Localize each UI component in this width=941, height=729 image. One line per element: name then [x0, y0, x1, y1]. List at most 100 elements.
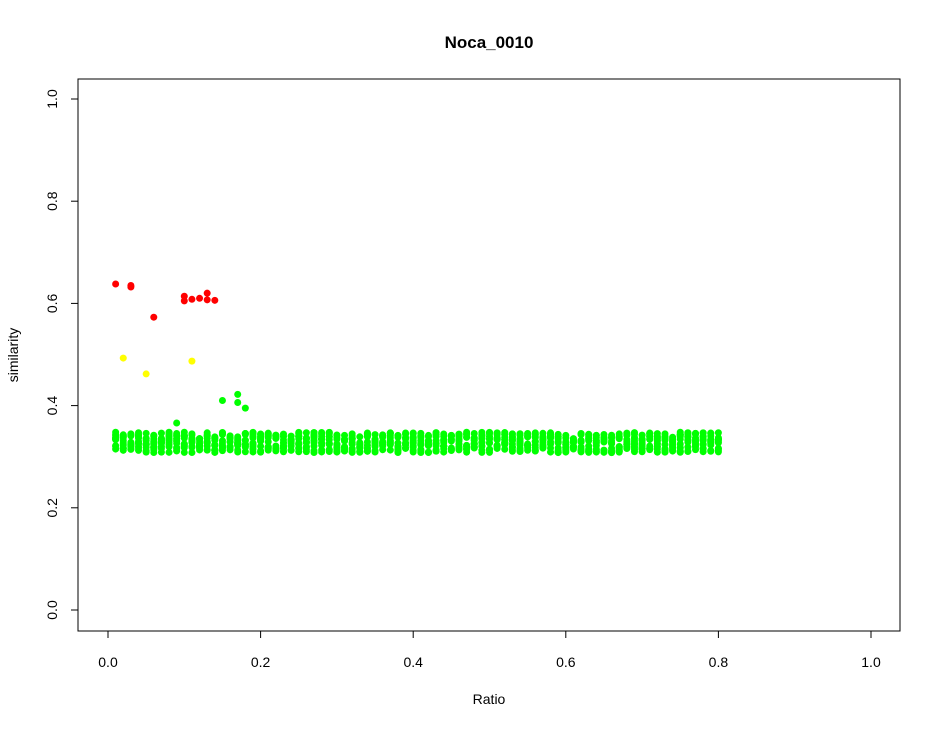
- data-point: [569, 443, 577, 451]
- data-point: [249, 433, 257, 441]
- data-point: [180, 442, 188, 450]
- data-point: [409, 448, 417, 456]
- data-point: [371, 437, 379, 445]
- data-point: [142, 440, 150, 448]
- data-point: [218, 437, 226, 445]
- data-point: [157, 429, 165, 437]
- data-point: [478, 432, 486, 440]
- data-point: [157, 438, 165, 446]
- data-point: [493, 434, 501, 442]
- data-point: [188, 295, 196, 303]
- data-point: [699, 444, 707, 452]
- data-point: [638, 442, 646, 450]
- data-point: [356, 448, 364, 456]
- data-point: [661, 430, 669, 438]
- data-point: [295, 439, 303, 447]
- data-point: [463, 441, 471, 449]
- data-point: [463, 430, 471, 438]
- x-tick-label: 0.8: [709, 654, 729, 670]
- data-point: [112, 433, 120, 441]
- data-point: [112, 442, 120, 450]
- data-point: [394, 433, 402, 441]
- data-point: [241, 440, 249, 448]
- data-point: [516, 446, 524, 454]
- data-point: [180, 428, 188, 436]
- data-point: [257, 448, 265, 456]
- data-point: [676, 443, 684, 451]
- data-point: [203, 430, 211, 438]
- data-point: [188, 448, 196, 456]
- data-point: [394, 448, 402, 456]
- data-point: [600, 431, 608, 439]
- data-point: [623, 429, 631, 437]
- data-point: [440, 448, 448, 456]
- data-point: [386, 434, 394, 442]
- data-point: [287, 437, 295, 445]
- data-point: [196, 435, 204, 443]
- data-point: [241, 429, 249, 437]
- data-point: [470, 443, 478, 451]
- data-point: [417, 429, 425, 437]
- data-point: [333, 435, 341, 443]
- data-point: [692, 441, 700, 449]
- data-point: [592, 445, 600, 453]
- data-point: [302, 445, 310, 453]
- y-tick-label: 0.4: [44, 396, 60, 416]
- data-point: [379, 432, 387, 440]
- data-point: [341, 431, 349, 439]
- y-axis-label: similarity: [5, 328, 21, 382]
- data-point: [547, 430, 555, 438]
- data-point: [585, 446, 593, 454]
- data-point: [554, 446, 562, 454]
- data-point: [501, 445, 509, 453]
- data-point: [554, 432, 562, 440]
- data-point: [699, 429, 707, 437]
- data-point: [486, 446, 493, 454]
- data-point: [493, 429, 501, 437]
- y-tick-label: 0.6: [44, 293, 60, 313]
- x-tick-label: 0.2: [251, 654, 271, 670]
- data-point: [608, 447, 616, 455]
- y-tick-label: 1.0: [44, 89, 60, 109]
- data-point: [341, 446, 349, 454]
- data-point: [218, 396, 226, 404]
- data-point: [180, 448, 188, 456]
- data-point: [356, 433, 364, 441]
- data-point: [173, 432, 181, 440]
- data-point: [714, 429, 722, 437]
- data-point: [577, 430, 585, 438]
- data-point: [318, 448, 326, 456]
- data-point: [562, 443, 570, 451]
- x-tick-label: 0.4: [403, 654, 423, 670]
- data-point: [142, 448, 150, 456]
- data-point: [302, 434, 310, 442]
- data-point: [226, 435, 234, 443]
- data-point: [447, 446, 455, 454]
- data-point: [424, 436, 432, 444]
- data-point: [692, 430, 700, 438]
- data-point: [196, 294, 204, 302]
- data-point: [119, 434, 127, 442]
- data-point: [432, 447, 440, 455]
- data-point: [371, 431, 379, 439]
- data-point: [157, 444, 165, 452]
- data-point: [272, 433, 280, 441]
- data-point: [264, 438, 272, 446]
- data-point: [646, 435, 654, 443]
- data-point: [119, 354, 127, 362]
- data-point: [150, 313, 158, 321]
- data-point: [432, 440, 440, 448]
- data-point: [417, 441, 425, 449]
- data-point: [547, 448, 555, 456]
- data-point: [279, 433, 287, 441]
- data-points: [112, 280, 722, 457]
- data-point: [402, 435, 410, 443]
- data-point: [234, 390, 242, 398]
- data-point: [310, 432, 318, 440]
- data-point: [363, 429, 371, 437]
- data-point: [440, 430, 448, 438]
- data-point: [539, 429, 547, 437]
- data-point: [630, 443, 638, 451]
- x-axis: 0.0 0.2 0.4 0.6 0.8 1.0: [98, 630, 881, 670]
- data-point: [653, 445, 661, 453]
